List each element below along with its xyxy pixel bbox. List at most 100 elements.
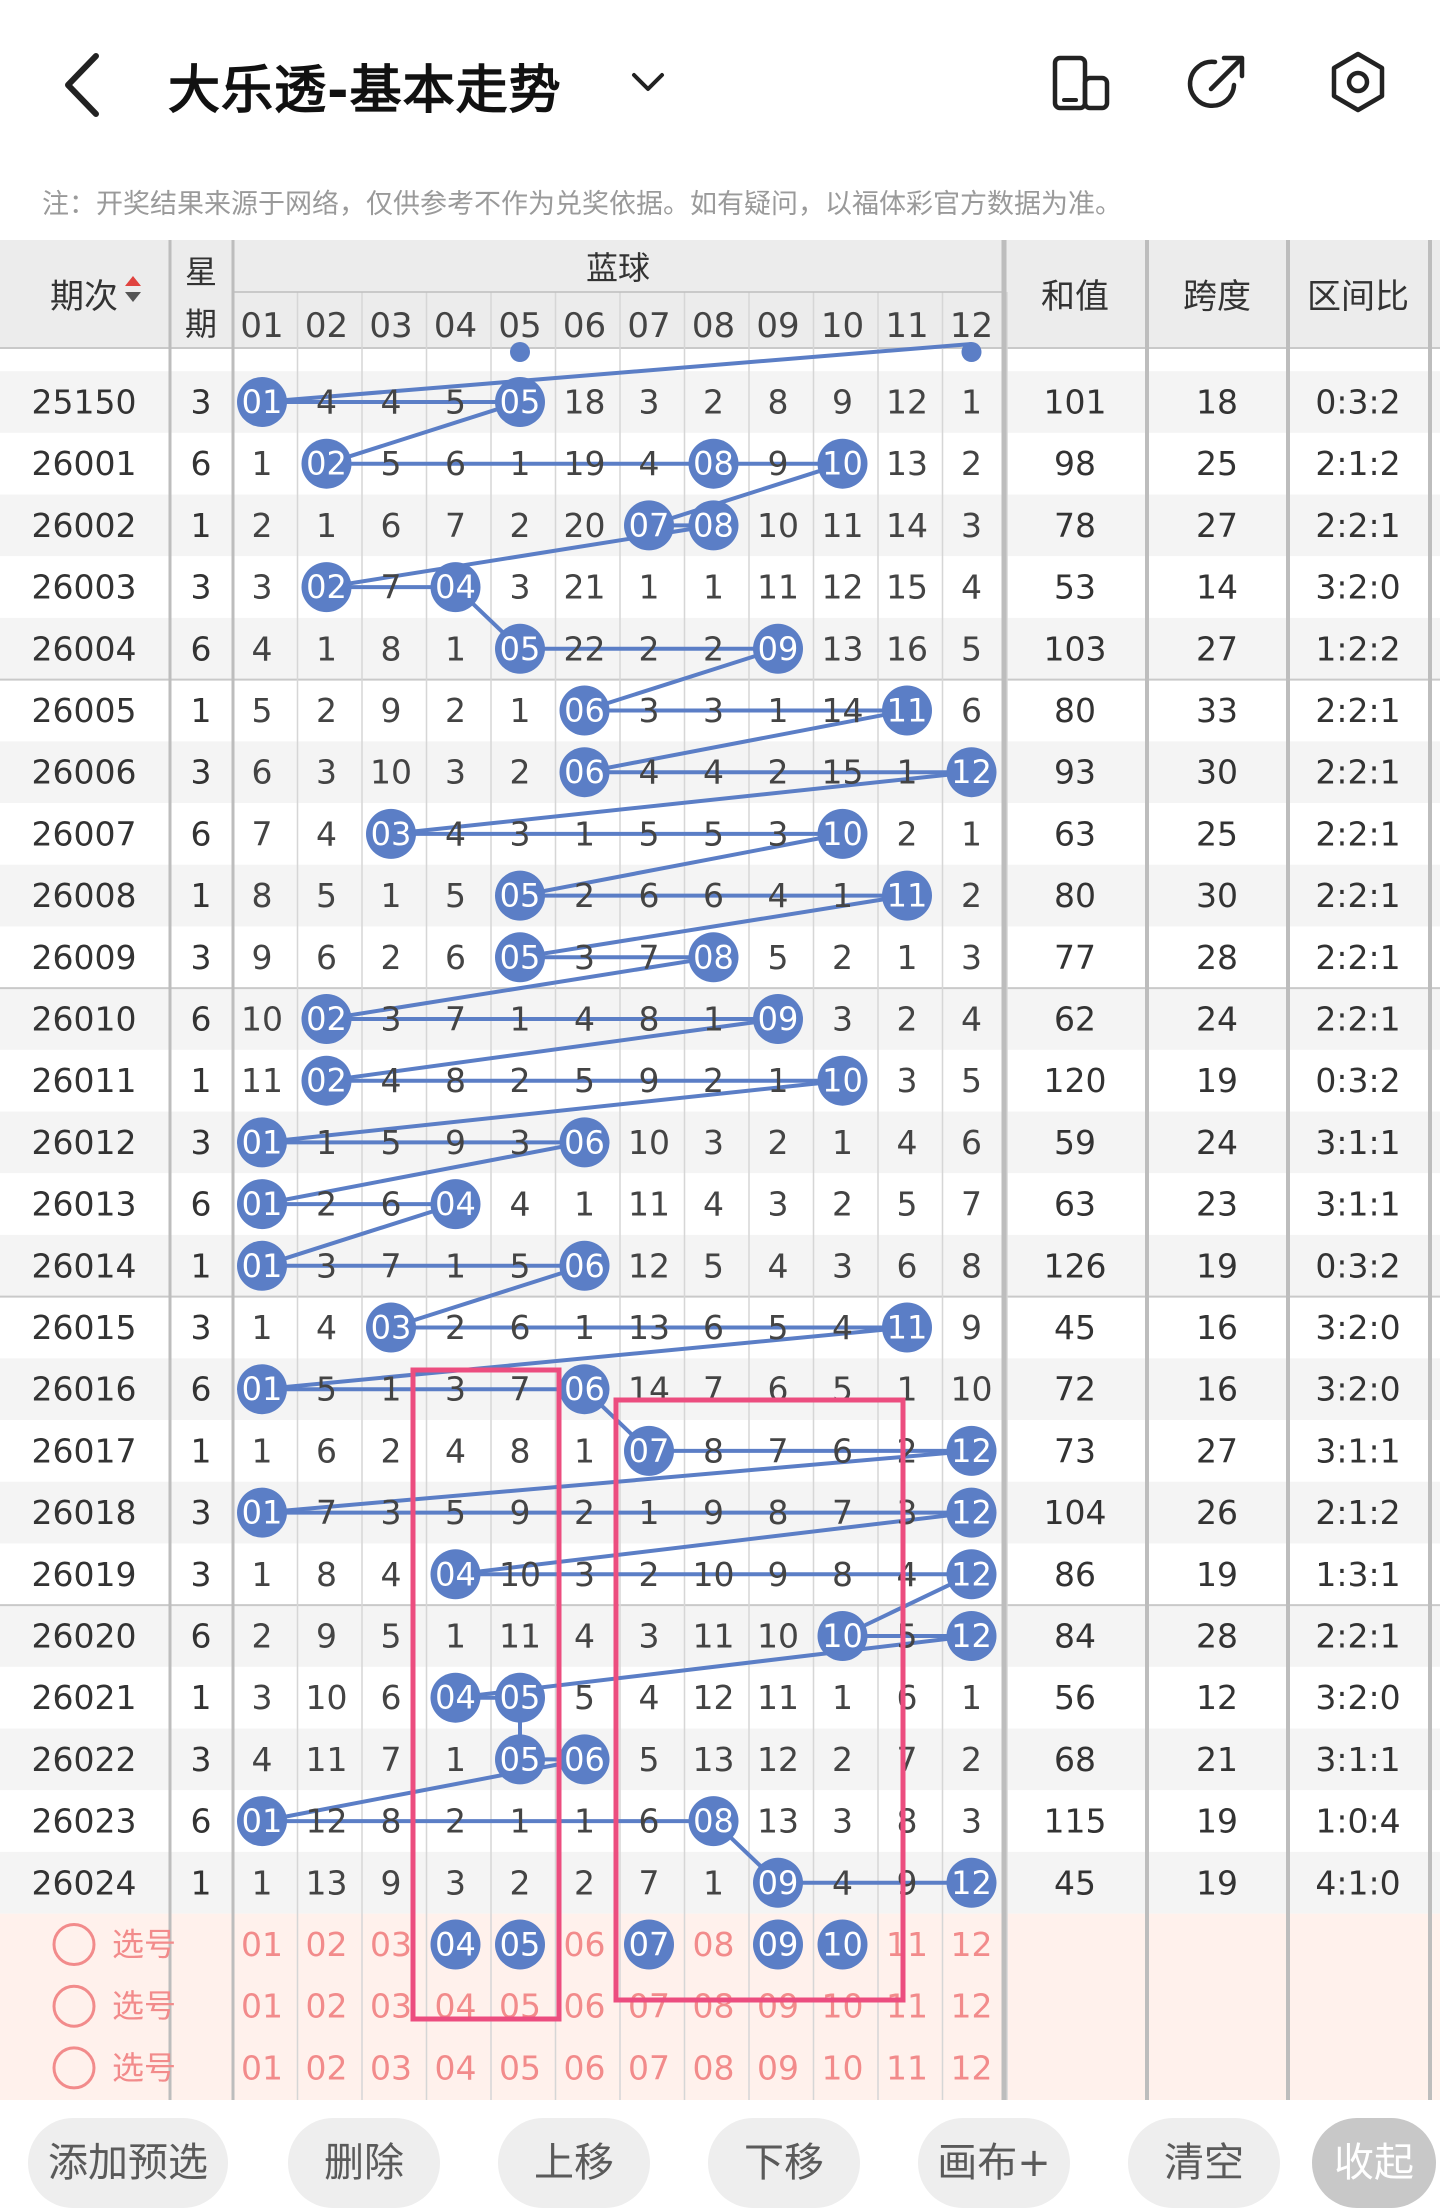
sort-up-icon <box>125 276 141 286</box>
pick-number[interactable]: 04 <box>435 2048 477 2087</box>
miss-count-cell: 9 <box>381 691 402 730</box>
blue-ball-number: 06 <box>564 1123 605 1161</box>
miss-count-cell: 4 <box>832 1308 853 1347</box>
share-icon[interactable] <box>1186 52 1248 114</box>
miss-count-cell: 5 <box>897 1185 918 1224</box>
pick-radio[interactable] <box>52 1923 96 1966</box>
pick-number[interactable]: 02 <box>306 2048 348 2087</box>
selected-ball[interactable] <box>753 1919 803 1970</box>
pick-radio[interactable] <box>52 1984 96 2028</box>
blue-ball-number: 11 <box>887 692 928 730</box>
pick-number[interactable]: 11 <box>886 1925 928 1964</box>
delete-button[interactable]: 删除 <box>288 2118 440 2208</box>
blue-ball <box>237 1487 287 1538</box>
miss-count-cell: 6 <box>961 1123 982 1162</box>
column-header-period[interactable]: 期次 <box>50 277 118 317</box>
pick-number[interactable]: 10 <box>822 1987 864 2026</box>
ratio-cell: 2:2:1 <box>1315 506 1400 545</box>
miss-count-cell: 13 <box>306 1863 348 1902</box>
move-up-button[interactable]: 上移 <box>498 2118 650 2208</box>
trend-line <box>583 646 779 713</box>
miss-count-cell: 5 <box>703 1246 724 1285</box>
settings-icon[interactable] <box>1326 50 1390 114</box>
ratio-cell: 3:2:0 <box>1315 1308 1400 1347</box>
pick-number[interactable]: 10 <box>822 2048 864 2087</box>
collapse-button[interactable]: 收起 <box>1312 2118 1436 2208</box>
pick-number[interactable]: 06 <box>564 1987 606 2026</box>
selected-ball[interactable] <box>817 1919 868 1970</box>
clear-button[interactable]: 清空 <box>1128 2118 1280 2208</box>
pick-number[interactable]: 07 <box>628 2048 670 2087</box>
pick-number[interactable]: 03 <box>370 2048 412 2087</box>
pick-number[interactable]: 03 <box>370 1925 412 1964</box>
blue-ball <box>237 1179 287 1230</box>
miss-count-cell: 6 <box>316 938 337 977</box>
miss-count-cell: 11 <box>499 1617 541 1656</box>
blue-ball <box>946 1611 997 1661</box>
rotate-screen-icon[interactable] <box>1050 52 1112 114</box>
pick-number[interactable]: 08 <box>693 2048 735 2087</box>
miss-count-cell: 7 <box>445 1000 466 1039</box>
pick-number[interactable]: 12 <box>951 1987 993 2026</box>
miss-count-cell: 5 <box>381 444 402 483</box>
add-preselect-button[interactable]: 添加预选 <box>28 2118 228 2208</box>
pick-number[interactable]: 09 <box>757 2048 799 2087</box>
pick-number[interactable]: 08 <box>693 1925 735 1964</box>
miss-count-cell: 3 <box>703 1123 724 1162</box>
sum-cell: 56 <box>1054 1678 1096 1717</box>
miss-count-cell: 1 <box>252 1431 273 1470</box>
pick-number[interactable]: 03 <box>370 1987 412 2026</box>
trend-line <box>390 1263 586 1330</box>
miss-count-cell: 2 <box>897 1000 918 1039</box>
miss-count-cell: 7 <box>381 568 402 607</box>
ratio-cell: 2:1:2 <box>1315 1493 1400 1532</box>
trend-line <box>261 1078 843 1145</box>
miss-count-cell: 3 <box>897 1493 918 1532</box>
sum-cell: 72 <box>1054 1370 1096 1409</box>
chevron-down-icon[interactable] <box>628 62 668 102</box>
miss-count-cell: 3 <box>510 568 531 607</box>
pick-number[interactable]: 11 <box>886 1987 928 2026</box>
pick-number[interactable]: 05 <box>499 2048 541 2087</box>
selected-ball[interactable] <box>624 1919 674 1970</box>
selected-ball[interactable] <box>430 1919 481 1970</box>
pick-number[interactable]: 02 <box>306 1987 348 2026</box>
miss-count-cell: 4 <box>897 1123 918 1162</box>
blue-ball-number: 06 <box>564 1247 605 1285</box>
blue-ball-number: 04 <box>435 1679 476 1717</box>
pick-number[interactable]: 09 <box>757 1987 799 2026</box>
miss-count-cell: 6 <box>381 506 402 545</box>
miss-count-cell: 8 <box>445 1061 466 1100</box>
back-arrow-icon[interactable] <box>58 50 108 120</box>
period-cell: 26008 <box>32 876 137 915</box>
pick-number[interactable]: 12 <box>951 2048 993 2087</box>
blue-ball-number: 12 <box>951 1494 992 1532</box>
miss-count-cell: 4 <box>381 383 402 422</box>
canvas-plus-button[interactable]: 画布+ <box>918 2118 1070 2208</box>
pick-number[interactable]: 07 <box>628 1987 670 2026</box>
pick-number[interactable]: 11 <box>886 2048 928 2087</box>
pick-radio[interactable] <box>52 2046 96 2090</box>
blue-number-header: 09 <box>756 306 799 346</box>
selected-ball[interactable] <box>495 1919 545 1970</box>
miss-count-cell: 10 <box>370 753 412 792</box>
period-cell: 26021 <box>32 1678 137 1717</box>
pick-number[interactable]: 02 <box>306 1925 348 1964</box>
move-down-button[interactable]: 下移 <box>708 2118 860 2208</box>
blue-ball <box>495 932 545 983</box>
miss-count-cell: 4 <box>703 1185 724 1224</box>
miss-count-cell: 2 <box>639 1555 660 1594</box>
pick-number[interactable]: 06 <box>564 2048 606 2087</box>
blue-ball-number: 12 <box>951 1432 992 1470</box>
miss-count-cell: 3 <box>639 1617 660 1656</box>
pick-number[interactable]: 06 <box>564 1925 606 1964</box>
pick-number[interactable]: 01 <box>241 1925 283 1964</box>
sum-cell: 59 <box>1054 1123 1096 1162</box>
pick-number[interactable]: 12 <box>951 1925 993 1964</box>
blue-number-header: 02 <box>305 306 348 346</box>
pick-number[interactable]: 08 <box>693 1987 735 2026</box>
pick-number[interactable]: 01 <box>241 2048 283 2087</box>
pick-number[interactable]: 01 <box>241 1987 283 2026</box>
miss-count-cell: 7 <box>832 1493 853 1532</box>
